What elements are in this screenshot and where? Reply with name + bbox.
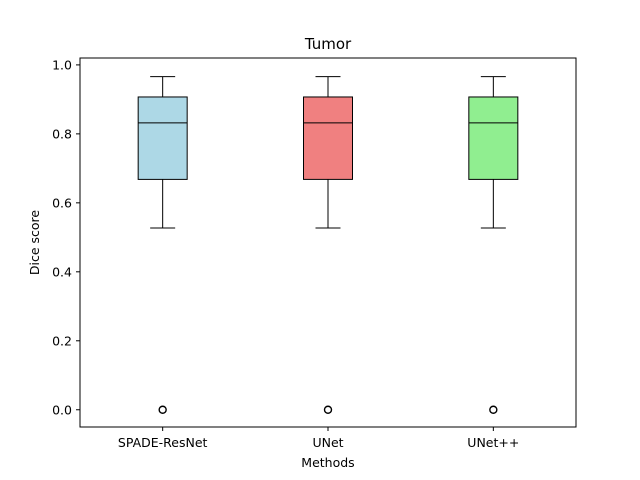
outlier-point: [489, 405, 498, 414]
y-tick-label: 0.2: [52, 333, 72, 348]
outlier-point: [323, 405, 333, 414]
box-iqr: [468, 96, 519, 180]
y-tick-label: 0.6: [52, 195, 72, 210]
x-tick-label: SPADE-ResNet: [118, 435, 208, 450]
x-tick-label: UNet: [312, 435, 343, 450]
box-iqr: [303, 96, 353, 180]
y-tick-label: 0.4: [52, 264, 72, 279]
box-iqr: [137, 96, 188, 180]
chart-title: Tumor: [304, 35, 352, 53]
y-axis-title: Dice score: [27, 210, 42, 276]
y-tick-label: 0.0: [52, 402, 72, 417]
y-tick-label: 0.8: [52, 126, 72, 141]
x-axis-title: Methods: [301, 455, 354, 470]
outlier-point: [158, 405, 167, 414]
x-tick-label: UNet++: [467, 435, 519, 450]
plot-frame: [79, 57, 577, 428]
plot-area: 0.0 0.2 0.4 0.6 0.8 1.0 SPADE-ResNet UNet UNet++: [52, 57, 519, 450]
y-tick-label: 1.0: [52, 57, 72, 72]
